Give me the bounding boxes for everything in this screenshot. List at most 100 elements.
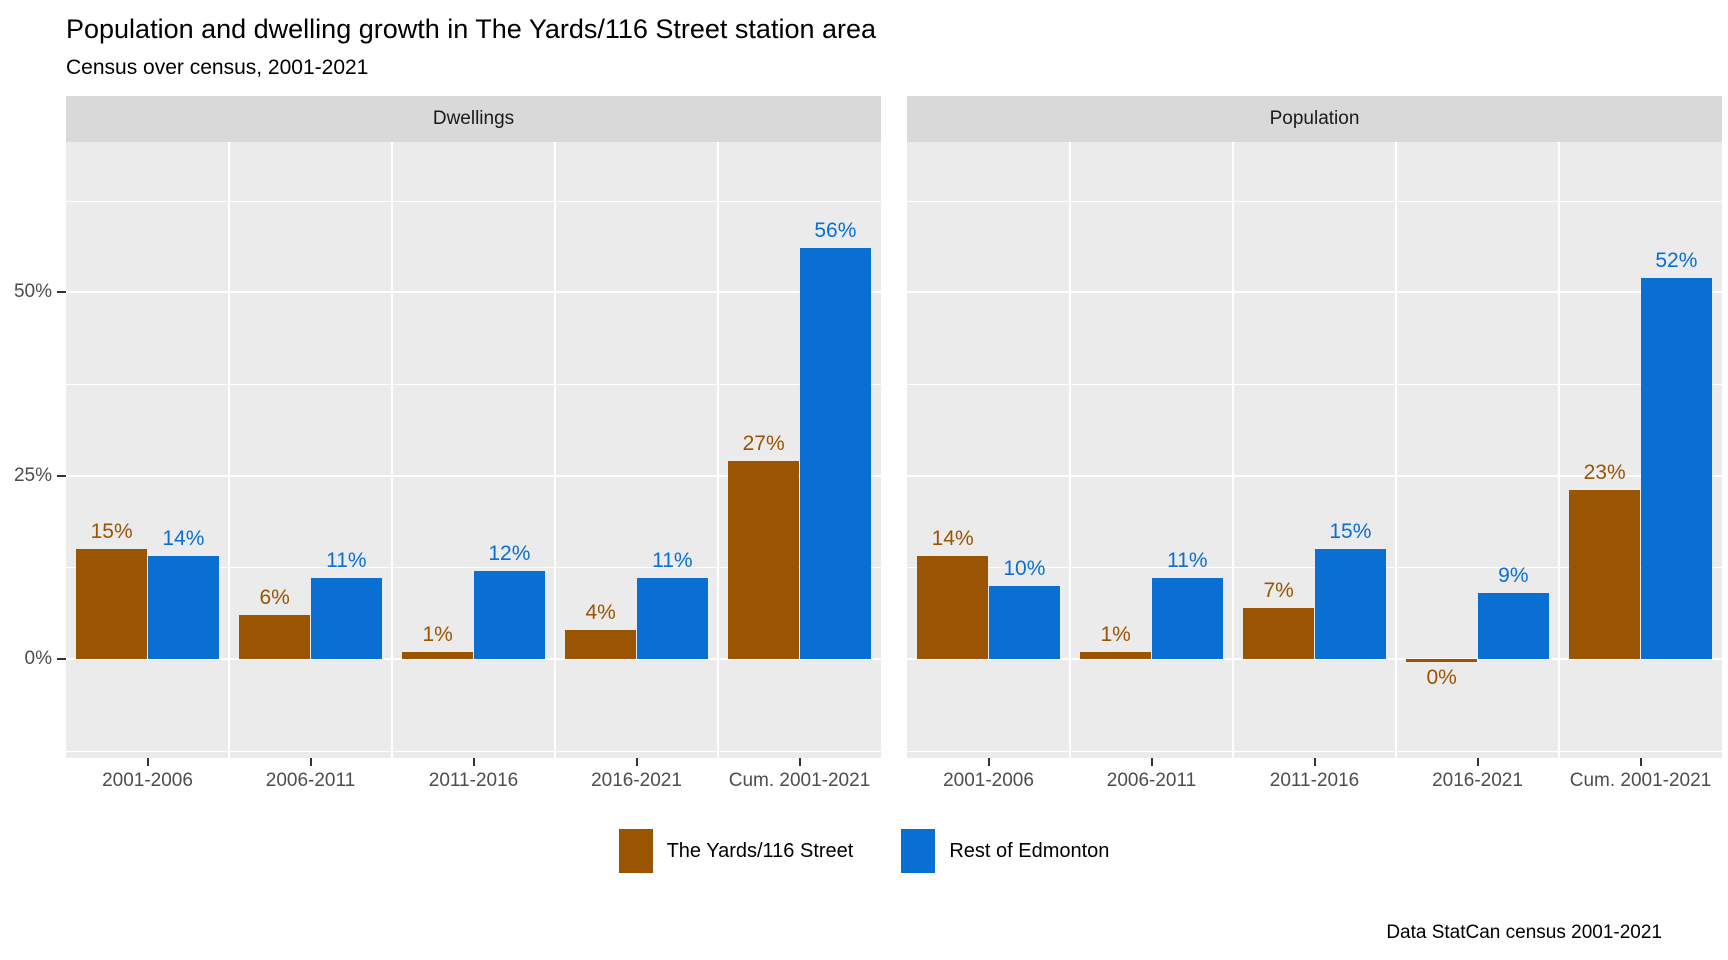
bar-the-yards <box>727 461 800 659</box>
bar-group: 1% 12% <box>392 142 555 758</box>
x-axis-category: 2006-2011 <box>229 758 392 800</box>
category-boundary-gridline <box>391 142 393 758</box>
bar-the-yards <box>1568 490 1641 659</box>
bar-value-label: 12% <box>488 542 531 565</box>
minor-gridline <box>66 384 881 385</box>
bar-value-label: 11% <box>652 549 693 573</box>
category-boundary-gridline <box>1395 142 1397 758</box>
x-axis-category: 2011-2016 <box>1233 758 1396 800</box>
bar-value-label: 9% <box>1498 564 1529 587</box>
major-gridline <box>66 291 881 294</box>
bar-group: 23% 52% <box>1559 142 1722 758</box>
category-boundary-gridline <box>228 142 230 758</box>
x-axis-tick-mark <box>472 758 475 766</box>
legend-color-swatch <box>901 829 936 873</box>
bar-rest-of-edmonton <box>1151 578 1224 659</box>
bar-the-yards <box>238 615 311 659</box>
x-axis-tick-label: Cum. 2001-2021 <box>728 770 871 791</box>
minor-gridline <box>907 200 1722 202</box>
x-axis-category: Cum. 2001-2021 <box>1559 758 1722 800</box>
x-axis-tick-label: 2006-2011 <box>1106 770 1197 791</box>
y-axis-tick-mark <box>57 291 66 294</box>
legend-item-label: Rest of Edmonton <box>949 839 1110 862</box>
bar-group: 14% 10% <box>907 142 1070 758</box>
bar-value-label: 1% <box>422 622 453 646</box>
facet-strip-label: Population <box>907 96 1722 142</box>
bar-value-label: 52% <box>1655 248 1698 272</box>
x-axis-tick-mark <box>1313 758 1316 766</box>
bar-rest-of-edmonton <box>1640 277 1713 659</box>
bar-value-label: 14% <box>162 527 205 551</box>
x-axis-tick-label: 2016-2021 <box>1432 770 1523 791</box>
facet-panel: Population 14% 10% 1% 11% 7% 15% 0% 9% 23% 52% 2001… <box>907 96 1722 800</box>
bar-value-label: 56% <box>814 219 857 243</box>
legend-item-label: The Yards/116 Street <box>666 839 854 862</box>
bar-the-yards <box>1242 607 1315 659</box>
y-axis-tick-label: 50% <box>13 281 52 303</box>
bar-group: 1% 11% <box>1070 142 1233 758</box>
bar-the-yards <box>916 556 989 659</box>
bar-groups: 14% 10% 1% 11% 7% 15% 0% 9% 23% 52% <box>907 142 1722 758</box>
chart-subtitle: Census over census, 2001-2021 <box>66 56 369 79</box>
x-axis-category: 2006-2011 <box>1070 758 1233 800</box>
bar-group: 15% 14% <box>66 142 229 758</box>
bar-value-label: 7% <box>1263 578 1294 602</box>
y-axis-tick-mark <box>57 658 66 660</box>
major-gridline <box>907 658 1722 660</box>
bar-group: 0% 9% <box>1396 142 1559 758</box>
bar-value-label: 11% <box>1167 549 1208 573</box>
bar-value-label: 6% <box>259 586 290 609</box>
bar-rest-of-edmonton <box>147 556 220 659</box>
legend-item: The Yards/116 Street <box>618 829 854 873</box>
plot-area: 14% 10% 1% 11% 7% 15% 0% 9% 23% 52% <box>907 142 1722 758</box>
major-gridline <box>907 474 1722 477</box>
chart-caption: Data StatCan census 2001-2021 <box>1386 922 1662 943</box>
x-axis-category: 2011-2016 <box>392 758 555 800</box>
minor-gridline <box>907 750 1722 752</box>
bar-the-yards <box>1079 651 1152 659</box>
bar-value-label: 10% <box>1003 556 1046 580</box>
x-axis-category: 2001-2006 <box>907 758 1070 800</box>
x-axis-tick-label: 2001-2006 <box>102 770 193 791</box>
x-axis-category: 2016-2021 <box>555 758 718 800</box>
minor-gridline <box>66 567 881 569</box>
x-axis-category: 2016-2021 <box>1396 758 1559 800</box>
x-axis: 2001-2006 2006-2011 2011-2016 2016-2021 Cum.… <box>907 758 1722 800</box>
x-axis-tick-label: Cum. 2001-2021 <box>1569 770 1712 791</box>
minor-gridline <box>66 750 881 752</box>
bar-the-yards <box>1405 659 1478 662</box>
x-axis: 2001-2006 2006-2011 2011-2016 2016-2021 Cum.… <box>66 758 881 800</box>
x-axis-tick-mark <box>146 758 149 766</box>
legend-item: Rest of Edmonton <box>901 829 1109 873</box>
category-boundary-gridline <box>717 142 719 758</box>
legend-color-swatch <box>618 829 653 873</box>
x-axis-tick-mark <box>635 758 638 766</box>
bar-value-label: 23% <box>1583 461 1626 485</box>
bar-the-yards <box>401 651 474 659</box>
x-axis-category: 2001-2006 <box>66 758 229 800</box>
category-boundary-gridline <box>554 142 556 758</box>
category-boundary-gridline <box>1232 142 1234 758</box>
bar-value-label: 14% <box>931 527 974 551</box>
bar-group: 6% 11% <box>229 142 392 758</box>
bar-value-label: 0% <box>1426 665 1457 689</box>
bar-value-label: 1% <box>1100 622 1131 646</box>
x-axis-tick-label: 2001-2006 <box>943 770 1034 791</box>
x-axis-tick-label: 2011-2016 <box>428 770 519 791</box>
bar-rest-of-edmonton <box>1314 549 1387 659</box>
x-axis-tick-mark <box>987 758 990 766</box>
bar-value-label: 4% <box>585 600 616 624</box>
x-axis-tick-label: 2006-2011 <box>265 770 356 791</box>
bar-group: 4% 11% <box>555 142 718 758</box>
bar-the-yards <box>564 629 637 659</box>
bar-rest-of-edmonton <box>988 585 1061 659</box>
major-gridline <box>66 658 881 660</box>
major-gridline <box>907 291 1722 294</box>
bar-value-label: 15% <box>1329 520 1372 543</box>
bar-the-yards <box>75 549 148 659</box>
y-axis-tick-label: 0% <box>24 648 52 669</box>
minor-gridline <box>907 384 1722 385</box>
bar-group: 27% 56% <box>718 142 881 758</box>
bar-rest-of-edmonton <box>473 571 546 659</box>
